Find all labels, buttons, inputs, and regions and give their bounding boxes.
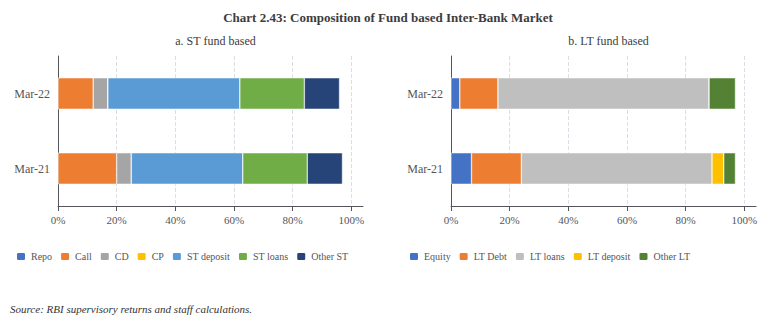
svg-text:Other LT: Other LT — [653, 251, 690, 262]
svg-text:ST deposit: ST deposit — [187, 251, 230, 262]
svg-text:60%: 60% — [224, 214, 244, 226]
svg-text:CD: CD — [115, 251, 129, 262]
svg-text:LT deposit: LT deposit — [588, 251, 631, 262]
svg-text:LT Debt: LT Debt — [474, 251, 507, 262]
svg-text:Call: Call — [75, 251, 92, 262]
svg-text:20%: 20% — [500, 214, 520, 226]
svg-text:0%: 0% — [444, 214, 459, 226]
svg-text:Equity: Equity — [424, 251, 451, 262]
svg-text:Repo: Repo — [31, 251, 52, 262]
svg-text:b. LT fund based: b. LT fund based — [568, 34, 649, 48]
svg-text:a. ST fund based: a. ST fund based — [175, 34, 255, 48]
svg-text:Source: RBI supervisory return: Source: RBI supervisory returns and staf… — [10, 303, 252, 315]
svg-text:LT loans: LT loans — [530, 251, 565, 262]
svg-text:CP: CP — [152, 251, 165, 262]
svg-text:40%: 40% — [165, 214, 185, 226]
svg-text:0%: 0% — [51, 214, 66, 226]
svg-text:100%: 100% — [731, 214, 757, 226]
svg-text:80%: 80% — [283, 214, 303, 226]
svg-text:Mar-22: Mar-22 — [407, 87, 443, 101]
svg-text:Chart 2.43: Composition of Fun: Chart 2.43: Composition of Fund based In… — [223, 10, 553, 25]
svg-text:Mar-22: Mar-22 — [14, 87, 50, 101]
svg-text:Mar-21: Mar-21 — [407, 162, 443, 176]
svg-text:Other ST: Other ST — [311, 251, 348, 262]
svg-text:60%: 60% — [617, 214, 637, 226]
svg-text:40%: 40% — [558, 214, 578, 226]
svg-text:20%: 20% — [107, 214, 127, 226]
svg-text:Mar-21: Mar-21 — [14, 162, 50, 176]
svg-text:ST loans: ST loans — [253, 251, 288, 262]
svg-text:80%: 80% — [676, 214, 696, 226]
svg-text:100%: 100% — [338, 214, 364, 226]
